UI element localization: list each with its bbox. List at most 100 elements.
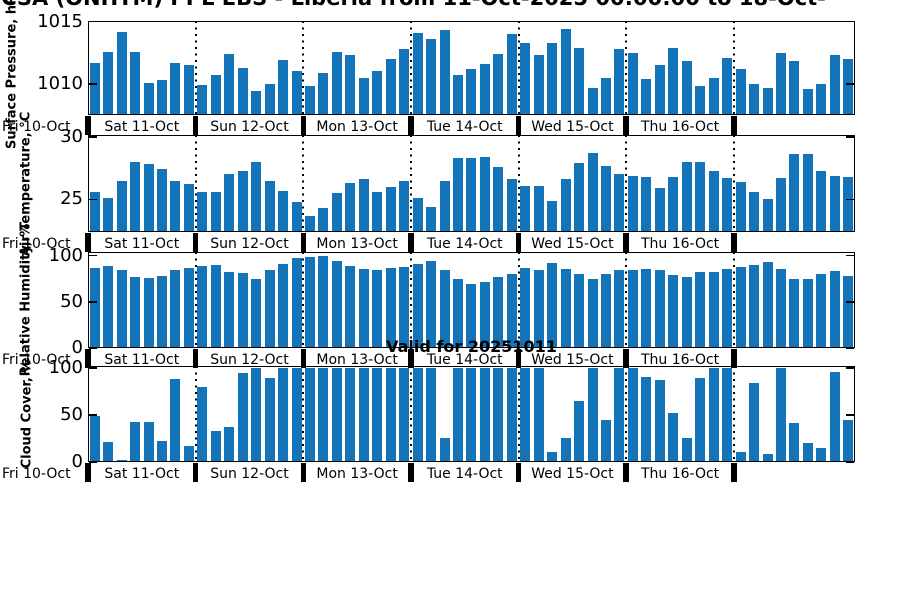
day-tick-mark xyxy=(515,115,522,135)
bar xyxy=(520,367,531,462)
bar xyxy=(520,185,531,232)
bar xyxy=(183,446,194,462)
bar xyxy=(654,270,665,348)
bar xyxy=(775,268,786,348)
bar xyxy=(358,367,369,462)
bar xyxy=(345,265,356,348)
bar xyxy=(439,30,450,115)
bar xyxy=(291,367,302,462)
tick-dash xyxy=(846,347,854,349)
bar xyxy=(708,77,719,115)
day-label-fri-10-oct: Fri 10-Oct xyxy=(2,119,71,135)
bar xyxy=(103,51,114,115)
bar xyxy=(506,274,517,348)
day-boundary-line xyxy=(194,21,197,115)
day-label: Sat 11-Oct xyxy=(104,236,180,252)
bar xyxy=(453,367,464,462)
bar xyxy=(237,170,248,232)
bar xyxy=(614,367,625,462)
day-tick-mark xyxy=(192,348,199,368)
day-label: Sun 12-Oct xyxy=(210,119,289,135)
bar xyxy=(654,380,665,462)
bar xyxy=(210,75,221,115)
bar xyxy=(89,415,100,462)
bar xyxy=(399,266,410,348)
bar xyxy=(130,51,141,115)
bar xyxy=(412,367,423,462)
day-label: Wed 15-Oct xyxy=(531,119,614,135)
day-tick-mark xyxy=(623,115,629,135)
bar xyxy=(547,42,558,115)
bar xyxy=(816,447,827,462)
ytick-label: 100 xyxy=(48,244,83,266)
bar xyxy=(614,270,625,348)
bar xyxy=(627,52,638,115)
bar xyxy=(116,180,127,232)
bar xyxy=(183,184,194,232)
bar xyxy=(547,200,558,232)
bar xyxy=(735,68,746,115)
bar xyxy=(668,176,679,232)
bar xyxy=(197,191,208,232)
bar xyxy=(412,264,423,348)
y-axis-label: Cloud Cover, % xyxy=(19,359,35,469)
bar xyxy=(802,278,813,348)
bar xyxy=(829,55,840,115)
bar xyxy=(466,68,477,115)
tick-dash xyxy=(846,254,854,257)
day-tick-mark xyxy=(408,462,414,482)
day-boundary-line xyxy=(732,21,735,115)
day-tick-mark xyxy=(623,462,629,482)
bar xyxy=(224,272,235,348)
bar xyxy=(479,156,490,232)
bar xyxy=(560,29,571,115)
day-boundary-line xyxy=(517,21,520,115)
bar xyxy=(318,255,329,348)
bar xyxy=(695,86,706,115)
tick-dash xyxy=(89,301,97,303)
bar xyxy=(587,153,598,232)
day-label: Tue 14-Oct xyxy=(426,466,503,482)
day-label: Thu 16-Oct xyxy=(640,236,720,252)
day-label: Tue 14-Oct xyxy=(426,119,503,135)
day-tick-mark xyxy=(731,462,737,482)
bar xyxy=(170,180,181,232)
day-boundary-line xyxy=(302,366,305,462)
tick-dash xyxy=(846,198,854,201)
day-label: Thu 16-Oct xyxy=(640,119,720,135)
bar xyxy=(843,58,854,115)
bar xyxy=(493,367,504,462)
bar xyxy=(695,378,706,462)
bar xyxy=(291,258,302,348)
day-tick-mark xyxy=(731,115,737,135)
bar xyxy=(304,215,315,232)
bar xyxy=(533,367,544,462)
bar xyxy=(829,271,840,348)
bar xyxy=(210,191,221,232)
bar xyxy=(722,57,733,115)
day-boundary-line xyxy=(517,252,520,348)
bar xyxy=(789,278,800,348)
bar xyxy=(479,367,490,462)
bar xyxy=(385,58,396,115)
bar xyxy=(89,191,100,232)
bar xyxy=(789,61,800,115)
bar xyxy=(170,62,181,115)
bar xyxy=(116,31,127,115)
bar xyxy=(654,65,665,115)
day-label: Thu 16-Oct xyxy=(640,466,720,482)
day-boundary-line xyxy=(625,135,628,232)
bar xyxy=(170,270,181,348)
bar xyxy=(843,276,854,348)
tick-dash xyxy=(89,20,97,23)
bar xyxy=(426,261,437,348)
bar xyxy=(197,85,208,115)
bar xyxy=(802,154,813,232)
day-tick-mark xyxy=(85,232,91,252)
tick-dash xyxy=(846,414,854,416)
day-label: Sun 12-Oct xyxy=(210,352,289,368)
bar xyxy=(601,419,612,462)
ytick-label: 0 xyxy=(71,451,83,472)
bar xyxy=(695,161,706,232)
bar xyxy=(143,164,154,232)
